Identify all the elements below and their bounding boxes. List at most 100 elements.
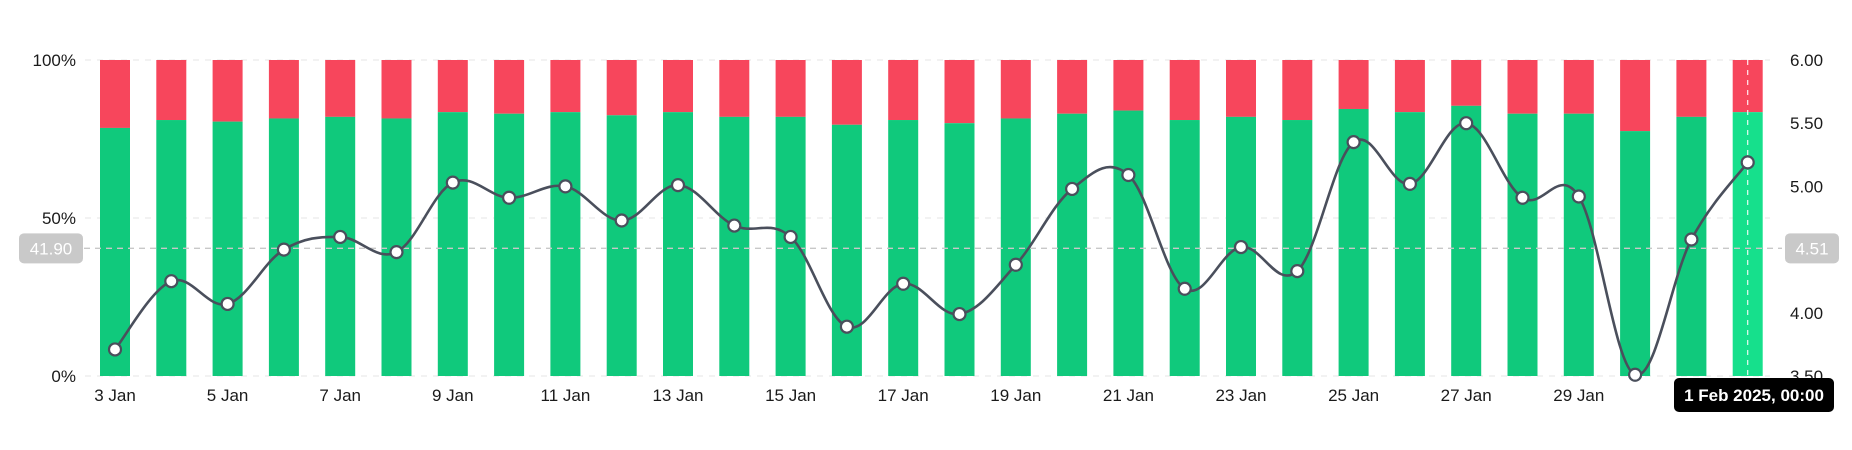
bars[interactable] [100, 60, 1763, 377]
ratio-point[interactable] [1459, 116, 1474, 131]
ratio-point[interactable] [164, 274, 179, 289]
bar-group[interactable] [381, 60, 412, 377]
bar-short[interactable] [550, 60, 581, 113]
bar-group[interactable] [1451, 60, 1482, 376]
ratio-point[interactable] [1515, 190, 1530, 205]
ratio-point[interactable] [502, 190, 517, 205]
bar-group[interactable] [1113, 60, 1144, 376]
ratio-point[interactable] [220, 296, 235, 312]
bar-long[interactable] [1113, 110, 1144, 376]
bar-short[interactable] [1000, 60, 1031, 119]
ratio-point[interactable] [1571, 189, 1586, 204]
ratio-point[interactable] [1290, 263, 1305, 279]
bar-long[interactable] [944, 123, 975, 376]
bar-group[interactable] [325, 60, 356, 376]
ratio-point[interactable] [1064, 181, 1080, 197]
ratio-point[interactable] [1121, 167, 1136, 183]
ratio-point[interactable] [1627, 367, 1643, 382]
bar-short[interactable] [1169, 60, 1200, 121]
bar-short[interactable] [888, 60, 919, 121]
bar-group[interactable] [1169, 60, 1200, 376]
bar-group[interactable] [550, 60, 581, 376]
bar-short[interactable] [944, 60, 975, 124]
bar-short[interactable] [1620, 60, 1651, 132]
ratio-point[interactable] [558, 179, 573, 194]
ratio-point[interactable] [107, 342, 123, 357]
bar-group[interactable] [494, 60, 525, 376]
bar-group[interactable] [437, 60, 468, 376]
bar-group[interactable] [831, 60, 862, 376]
bar-short[interactable] [1226, 60, 1256, 117]
bar-short[interactable] [1507, 60, 1538, 114]
bar-group[interactable] [1676, 60, 1707, 376]
bar-long[interactable] [550, 112, 581, 376]
bar-long[interactable] [831, 124, 862, 376]
bar-short[interactable] [719, 60, 750, 117]
bar-long[interactable] [437, 112, 468, 376]
bar-group[interactable] [719, 60, 750, 376]
ratio-point[interactable] [389, 245, 404, 260]
ratio-point[interactable] [1684, 232, 1699, 247]
bar-group[interactable] [775, 60, 806, 376]
bar-short[interactable] [1113, 60, 1144, 111]
bar-short[interactable] [268, 60, 299, 119]
bar-group[interactable] [1226, 60, 1256, 376]
bar-short[interactable] [1563, 60, 1594, 114]
bar-short[interactable] [212, 60, 243, 122]
bar-short[interactable] [381, 60, 412, 119]
bar-long[interactable] [100, 127, 130, 376]
ratio-point[interactable] [839, 319, 855, 334]
bar-short[interactable] [1451, 60, 1482, 106]
ratio-point[interactable] [614, 213, 629, 228]
bar-short[interactable] [1057, 60, 1088, 114]
bar-long[interactable] [1000, 118, 1031, 377]
ratio-point[interactable] [896, 276, 911, 291]
bar-long[interactable] [1057, 113, 1088, 376]
bar-long[interactable] [1563, 113, 1594, 376]
bar-short[interactable] [1282, 60, 1313, 121]
ratio-line[interactable] [107, 116, 1755, 382]
bar-long[interactable] [775, 116, 806, 376]
bar-group[interactable] [1507, 60, 1538, 376]
ratio-point[interactable] [1346, 135, 1361, 150]
bar-group[interactable] [1000, 60, 1031, 377]
bar-long[interactable] [1394, 112, 1425, 376]
bar-group[interactable] [888, 60, 919, 376]
bar-short[interactable] [494, 60, 525, 114]
bar-long[interactable] [719, 116, 750, 376]
bar-short[interactable] [325, 60, 356, 117]
bar-group[interactable] [268, 60, 299, 377]
bar-long[interactable] [663, 112, 693, 376]
ratio-point[interactable] [333, 229, 348, 245]
bar-group[interactable] [663, 60, 693, 376]
bar-group[interactable] [100, 60, 130, 376]
ratio-point[interactable] [1740, 155, 1755, 170]
ratio-point[interactable] [445, 175, 460, 190]
bar-group[interactable] [1732, 60, 1763, 376]
ratio-point[interactable] [727, 218, 742, 233]
bar-group[interactable] [1394, 60, 1425, 376]
bar-long[interactable] [1620, 131, 1651, 376]
bar-group[interactable] [1282, 60, 1313, 376]
bar-short[interactable] [156, 60, 187, 121]
ratio-point[interactable] [783, 229, 798, 245]
ratio-point[interactable] [670, 178, 686, 193]
bar-short[interactable] [1338, 60, 1369, 109]
bar-short[interactable] [775, 60, 806, 117]
bar-group[interactable] [1057, 60, 1088, 376]
bar-long[interactable] [1507, 113, 1538, 376]
bar-long[interactable] [156, 120, 187, 376]
bar-long[interactable] [325, 116, 356, 376]
ratio-point[interactable] [952, 306, 967, 322]
bar-short[interactable] [663, 60, 693, 113]
bar-short[interactable] [606, 60, 637, 116]
ratio-point[interactable] [1008, 257, 1023, 272]
bar-group[interactable] [606, 60, 637, 377]
bar-group[interactable] [944, 60, 975, 376]
bar-short[interactable] [1676, 60, 1707, 117]
bar-short[interactable] [1394, 60, 1425, 113]
bar-long[interactable] [494, 113, 525, 376]
bar-group[interactable] [1620, 60, 1651, 376]
bar-group[interactable] [212, 60, 243, 377]
